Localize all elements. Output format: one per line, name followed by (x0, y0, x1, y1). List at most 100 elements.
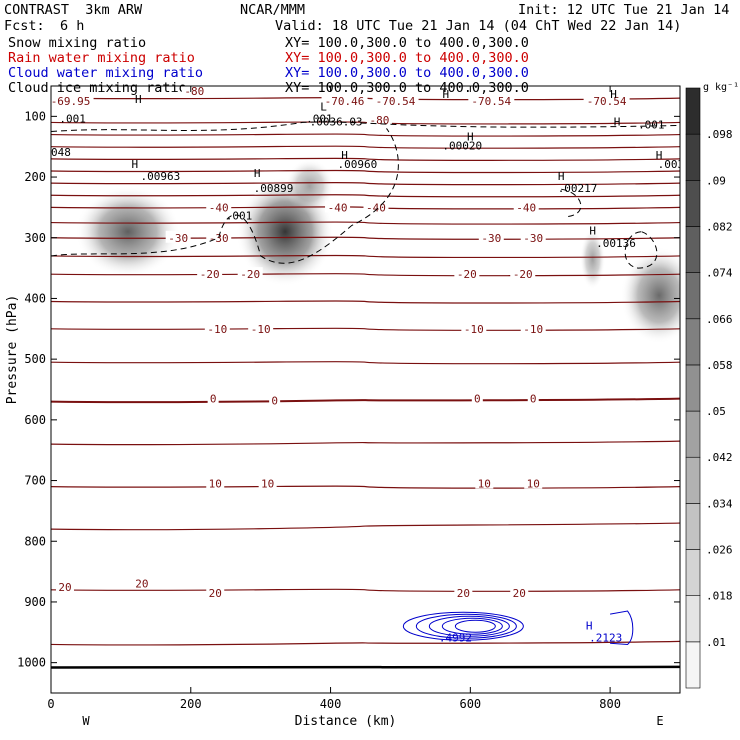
temperature-contour (51, 181, 680, 186)
contour-label-bg (132, 576, 151, 589)
extremum-label: H (443, 88, 450, 101)
x-tick-label: 0 (47, 697, 54, 711)
contour-label: 10 (209, 478, 222, 491)
cloud-water-contour (454, 619, 496, 633)
y-tick-label: 1000 (17, 656, 46, 670)
model-title: CONTRAST 3km ARW (4, 2, 143, 18)
extremum-value-label: .00136 (596, 237, 636, 250)
field-xy-cloud-ice: XY= 100.0,300.0 to 400.0,300.0 (285, 80, 529, 96)
cloud-water-contour (428, 615, 510, 637)
temperature-contour (51, 169, 680, 174)
colorbar-label: .082 (706, 220, 733, 233)
colorbar-segment (685, 549, 701, 596)
contour-label-bg (165, 230, 191, 243)
contour-label: -40 (209, 201, 229, 214)
snow-shading (75, 186, 181, 278)
field-name-cloud-ice: Cloud ice mixing ratio (8, 80, 187, 96)
contour-label: -30 (481, 232, 501, 245)
colorbar-segment (685, 364, 701, 412)
contour-label: 20 (135, 578, 148, 591)
extremum-value-label: .4992 (439, 631, 472, 644)
contour-label-bg (520, 321, 546, 334)
snow-shading (285, 158, 335, 214)
contour-label-bg (510, 585, 529, 598)
contour-label: -10 (251, 323, 271, 336)
contour-label: 10 (478, 478, 491, 491)
contour-label-bg (583, 94, 630, 107)
temperature-contour (51, 133, 680, 137)
temperature-contour (51, 121, 680, 125)
extremum-value-label: .00020 (442, 140, 482, 153)
temperature-contour (51, 588, 680, 592)
contour-label-bg (468, 94, 515, 107)
contour-label-bg (269, 393, 281, 406)
extremum-label: H (610, 88, 617, 101)
cloud-ice-contour (51, 128, 399, 264)
colorbar-label: .05 (706, 405, 726, 418)
contour-label-bg (478, 230, 504, 243)
colorbar-segment (685, 595, 701, 643)
contour-label: 20 (457, 587, 470, 600)
temperature-contour (51, 221, 680, 225)
temperature-contour (51, 522, 680, 531)
contour-label: -40 (516, 201, 536, 214)
cloud-water-contour (441, 617, 503, 635)
contour-label-bg (321, 94, 368, 107)
field-name-cloud-water: Cloud water mixing ratio (8, 65, 204, 81)
contour-label: 20 (513, 587, 526, 600)
contour-label: 10 (261, 478, 274, 491)
field-xy-rain: XY= 100.0,300.0 to 400.0,300.0 (285, 50, 529, 66)
y-tick-label: 900 (24, 595, 46, 609)
valid-time: Valid: 18 UTC Tue 21 Jan 14 (04 ChT Wed … (275, 18, 682, 34)
field-name-rain: Rain water mixing ratio (8, 50, 195, 66)
contour-label: -30 (523, 232, 543, 245)
extremum-value-label: .001 (638, 118, 665, 131)
y-tick-label: 700 (24, 474, 46, 488)
contour-label: -69.95 (51, 95, 91, 108)
contour-label: -10 (464, 323, 484, 336)
contour-label: -20 (457, 268, 477, 281)
extremum-label: H (254, 167, 261, 180)
field-xy-cloud-water: XY= 100.0,300.0 to 400.0,300.0 (285, 65, 529, 81)
x-tick-label: 400 (320, 697, 342, 711)
plot-frame (50, 85, 681, 694)
temperature-contour (51, 194, 680, 198)
cloud-water-contour (610, 610, 634, 645)
colorbar-segment (685, 456, 701, 504)
contour-label-bg (258, 476, 277, 489)
contour-label-bg (325, 200, 351, 213)
contour-label-bg (237, 267, 263, 280)
cloud-ice-contour (51, 121, 680, 133)
contour-label: -70.54 (587, 95, 627, 108)
extremum-label: H (132, 158, 139, 171)
y-tick-label: 100 (24, 109, 46, 123)
contour-label-bg (206, 476, 225, 489)
y-tick-label: 600 (24, 413, 46, 427)
contour-label-bg (471, 391, 483, 404)
temperature-contour (51, 157, 680, 161)
init-time: Init: 12 UTC Tue 21 Jan 14 (518, 2, 730, 18)
y-tick-label: 200 (24, 170, 46, 184)
extremum-value-label: .0036.03 (310, 115, 363, 128)
contour-label: -20 (240, 268, 260, 281)
temperature-contour (51, 327, 680, 331)
temperature-contour (51, 397, 680, 404)
colorbar-segment (685, 180, 701, 227)
temperature-contour (51, 272, 680, 277)
extremum-value-label: .001 (306, 112, 333, 125)
contour-label: -70.54 (471, 95, 511, 108)
colorbar-label: .066 (706, 313, 733, 326)
x-tick-label: 200 (180, 697, 202, 711)
extremum-label: H (467, 131, 474, 144)
contour-label: 0 (530, 393, 537, 406)
ground-line (51, 665, 680, 669)
colorbar-label: .026 (706, 544, 733, 557)
contour-label: 0 (210, 393, 217, 406)
extremum-value-label: .0034 (658, 158, 691, 171)
contour-label: -70.46 (325, 95, 365, 108)
y-tick-label: 300 (24, 231, 46, 245)
extremum-value-label: .00217 (558, 182, 598, 195)
extremum-value-label: .00960 (338, 158, 378, 171)
contour-label: 10 (527, 478, 540, 491)
